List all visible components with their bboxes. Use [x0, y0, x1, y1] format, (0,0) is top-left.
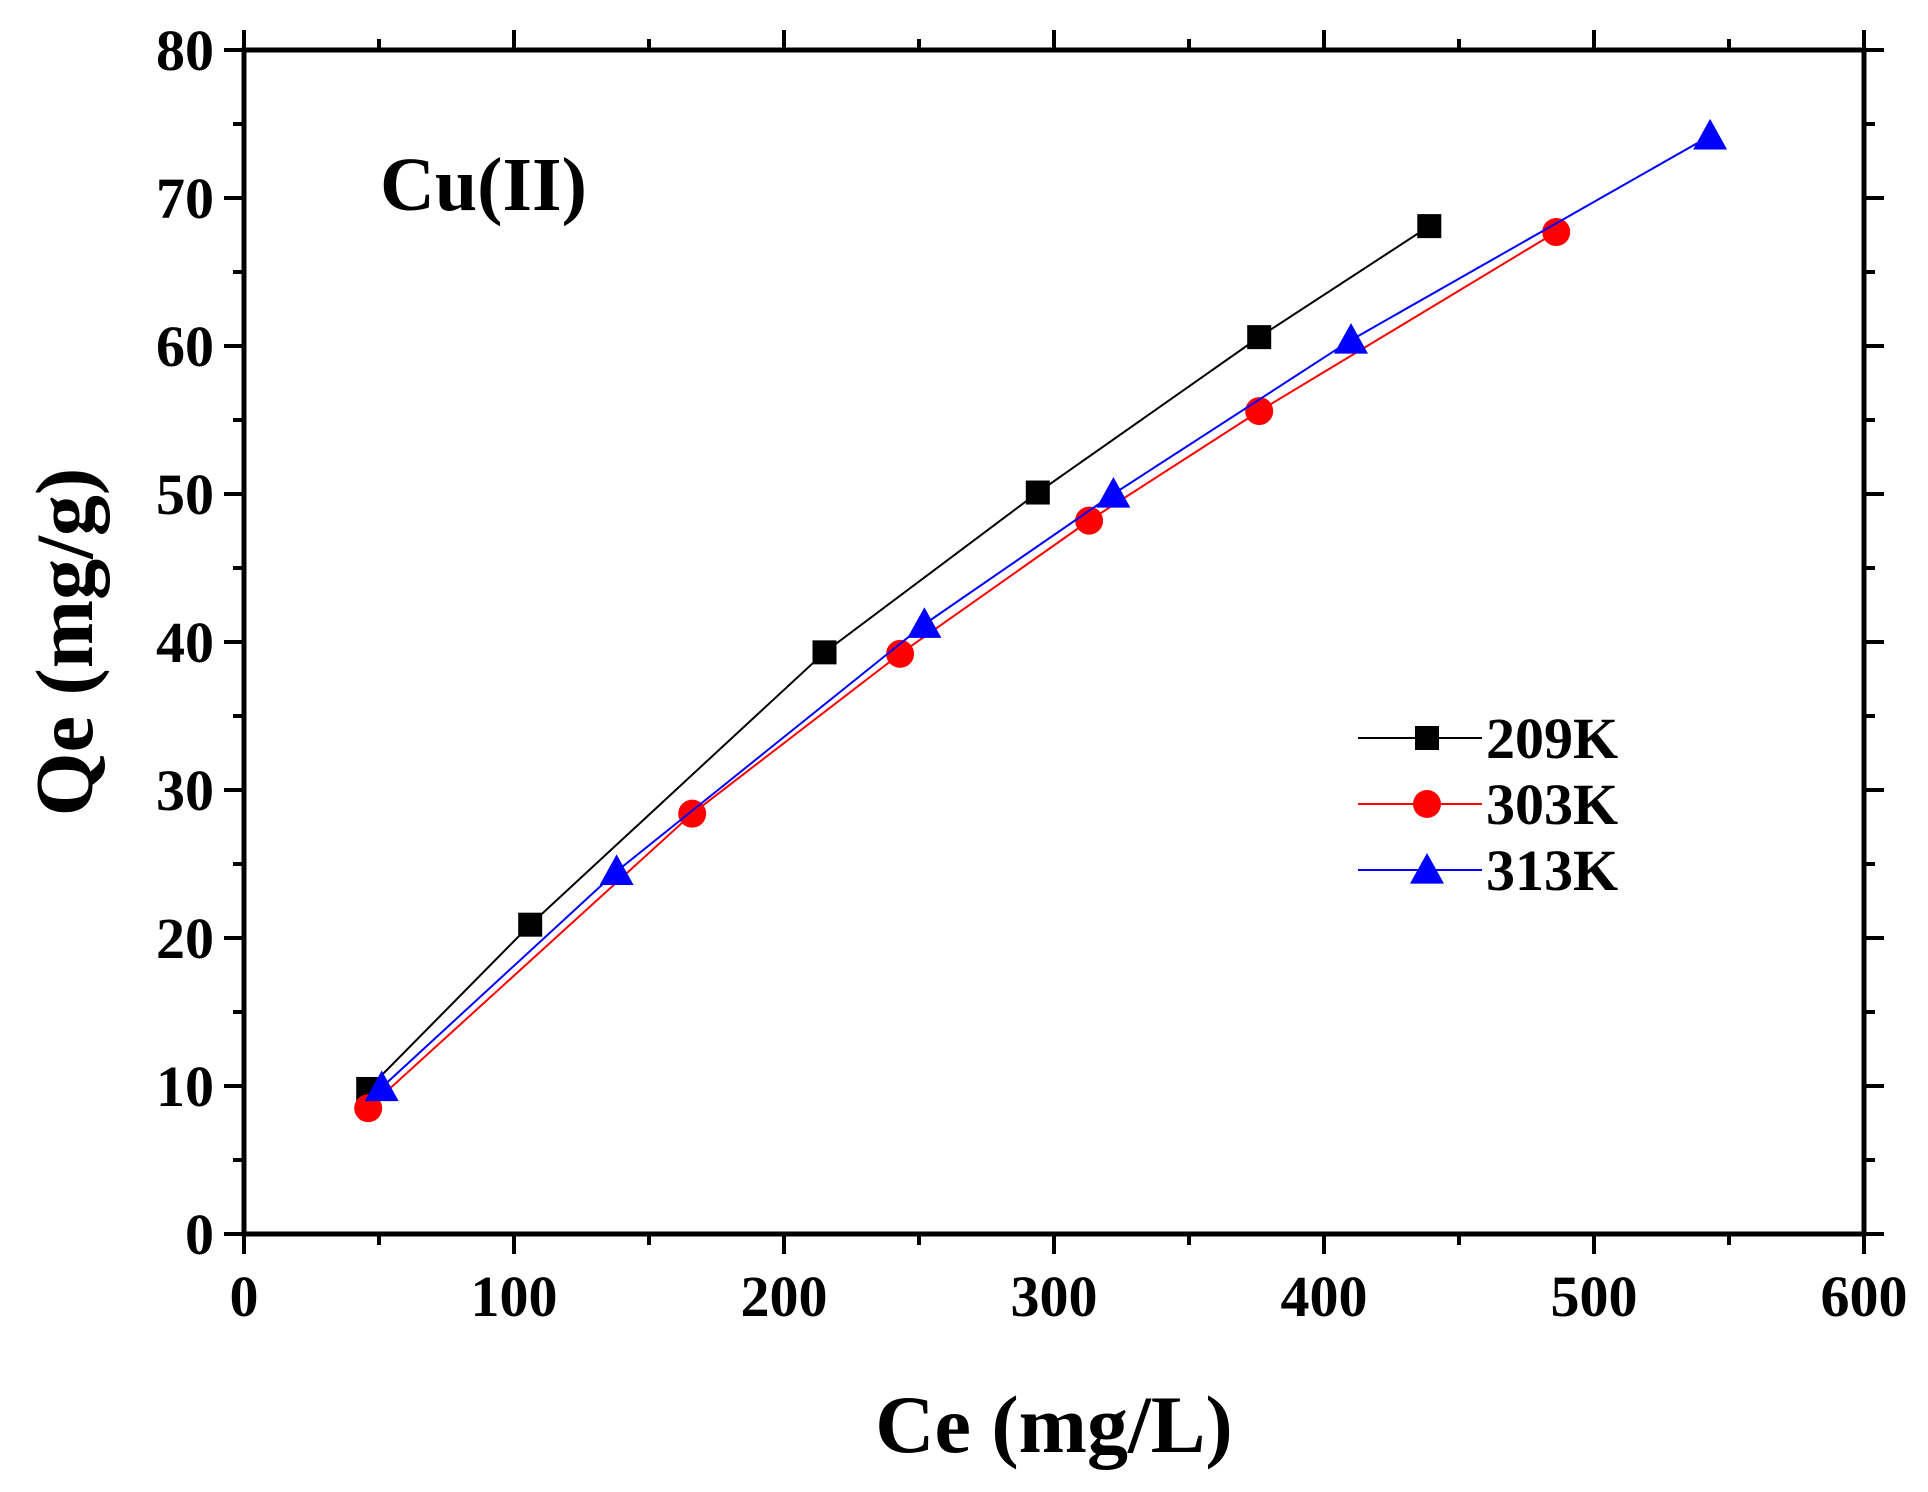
- data-point-209K: [1025, 480, 1050, 505]
- series-313K: [364, 118, 1728, 1102]
- legend-label: 313K: [1486, 838, 1618, 903]
- legend-marker: [1413, 790, 1441, 818]
- data-point-209K: [1247, 325, 1272, 350]
- y-tick-label: 70: [156, 166, 214, 231]
- legend-item-313K: 313K: [1358, 838, 1618, 903]
- data-point-313K: [599, 854, 634, 885]
- data-point-209K: [812, 640, 837, 665]
- series-line-313K: [381, 134, 1711, 1089]
- plot-frame: [241, 47, 1867, 1237]
- x-tick-label: 600: [1821, 1264, 1908, 1329]
- y-tick-label: 30: [156, 758, 214, 823]
- y-tick-label: 0: [185, 1202, 214, 1267]
- annotation-label: Cu(II): [380, 143, 587, 227]
- series-209K: [356, 214, 1442, 1101]
- series-line-209K: [367, 225, 1430, 1090]
- y-tick-label: 20: [156, 906, 214, 971]
- legend-item-209K: 209K: [1358, 706, 1618, 771]
- legend-marker: [1410, 853, 1444, 884]
- data-point-313K: [1334, 323, 1368, 354]
- x-tick-label: 200: [741, 1264, 828, 1329]
- data-point-209K: [518, 912, 543, 937]
- legend-label: 303K: [1486, 772, 1618, 837]
- data-point-313K: [364, 1070, 399, 1102]
- axis-ticks: [224, 30, 1884, 1254]
- data-point-313K: [1693, 118, 1728, 150]
- data-point-303K: [1542, 218, 1571, 247]
- x-tick-label: 500: [1551, 1264, 1638, 1329]
- x-tick-label: 0: [230, 1264, 259, 1329]
- y-tick-label: 50: [156, 462, 214, 527]
- y-tick-label: 80: [156, 18, 214, 83]
- data-point-303K: [1075, 506, 1104, 535]
- y-tick-label: 10: [156, 1054, 214, 1119]
- legend-item-303K: 303K: [1358, 772, 1618, 837]
- data-point-303K: [354, 1094, 383, 1123]
- data-point-303K: [1245, 397, 1274, 426]
- x-tick-label: 400: [1281, 1264, 1368, 1329]
- series-303K: [354, 218, 1571, 1123]
- x-tick-label: 300: [1011, 1264, 1098, 1329]
- data-point-209K: [1417, 214, 1442, 239]
- data-point-313K: [1096, 477, 1131, 508]
- series-line-303K: [367, 231, 1557, 1109]
- y-axis-title: Qe (mg/g): [19, 468, 110, 816]
- y-tick-label: 40: [156, 610, 214, 675]
- x-axis-title: Ce (mg/L): [875, 1379, 1233, 1470]
- tick-labels: 0 100 200 300 400 500 600 0 10 20 30 40 50 60 70 80: [156, 18, 1908, 1329]
- y-tick-label: 60: [156, 314, 214, 379]
- data-point-313K: [907, 607, 942, 638]
- data-point-303K: [678, 799, 707, 828]
- legend-label: 209K: [1486, 706, 1618, 771]
- legend-marker: [1415, 726, 1439, 750]
- x-tick-label: 100: [471, 1264, 558, 1329]
- data-point-303K: [886, 639, 915, 668]
- series-layer: [354, 118, 1728, 1123]
